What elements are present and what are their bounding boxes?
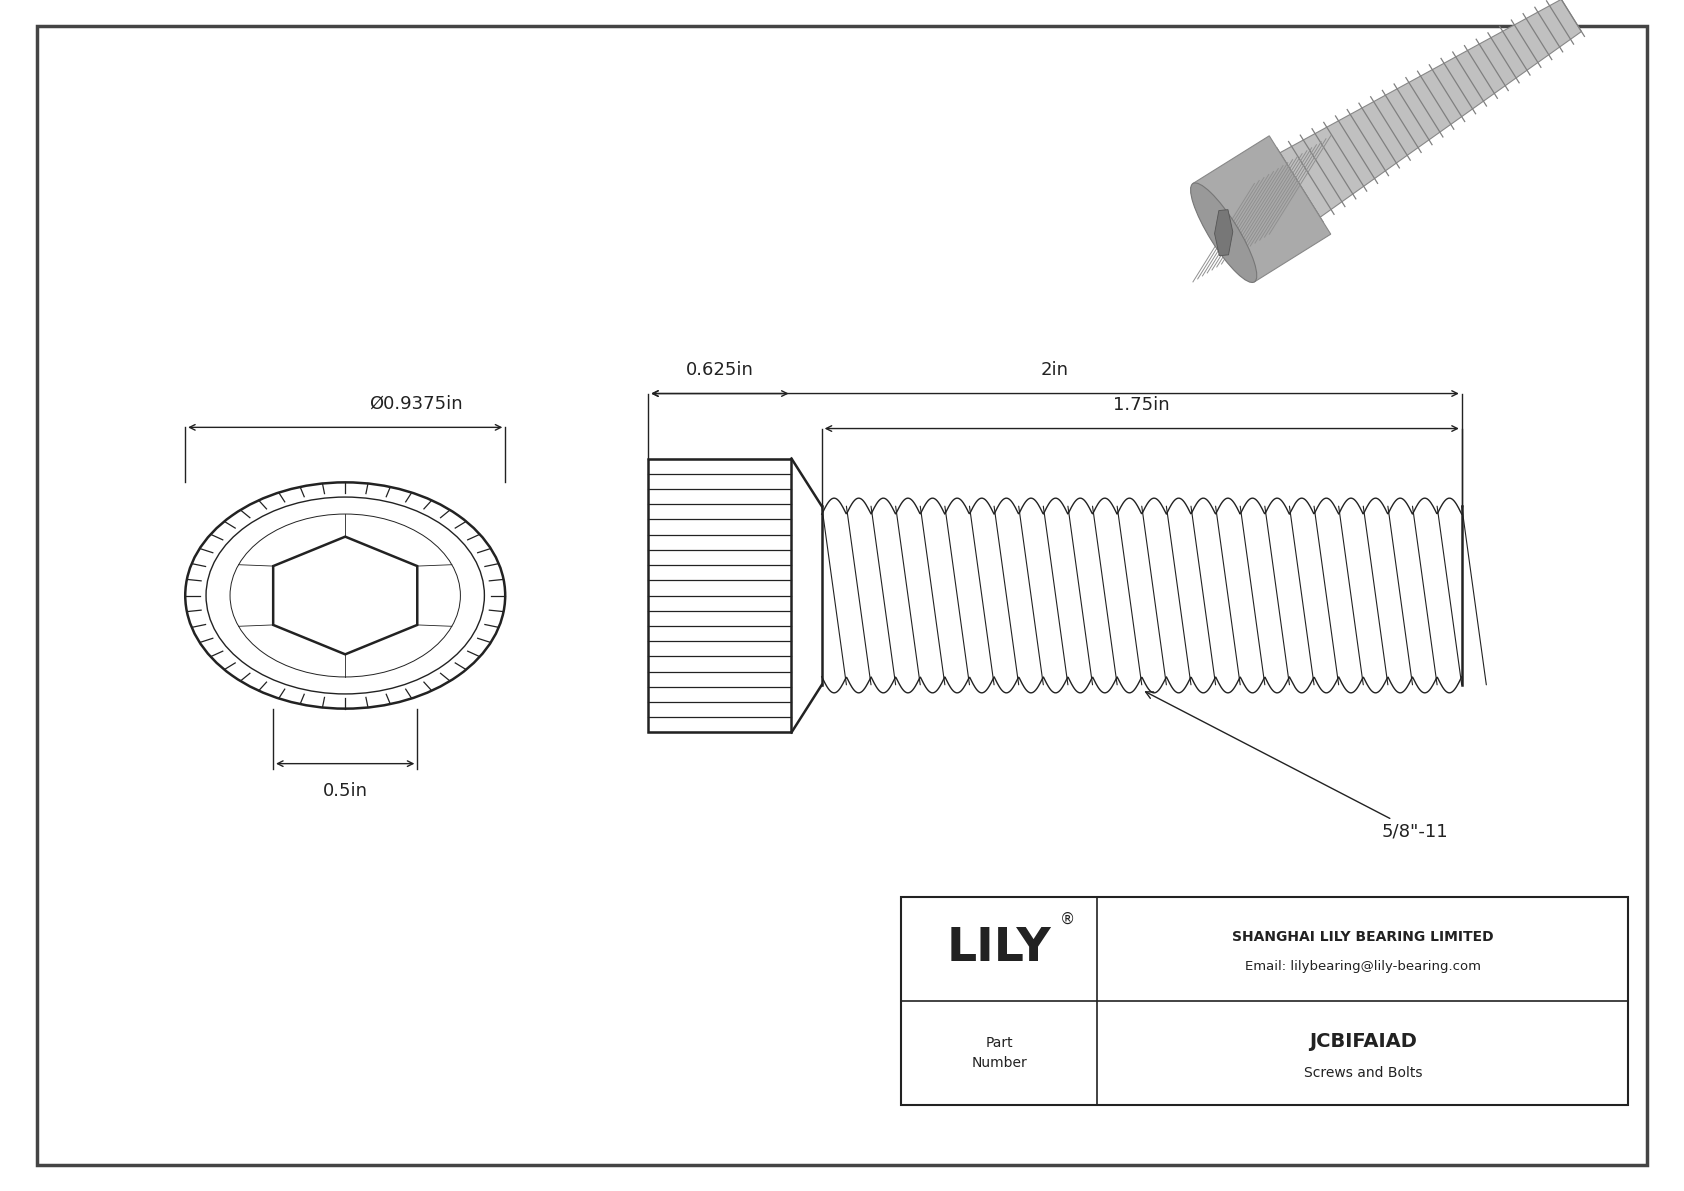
Polygon shape (1214, 210, 1233, 256)
Text: 1.75in: 1.75in (1113, 395, 1170, 413)
Text: Part
Number: Part Number (972, 1036, 1027, 1071)
Text: 5/8"-11: 5/8"-11 (1145, 692, 1448, 841)
Ellipse shape (205, 497, 485, 694)
Ellipse shape (1191, 183, 1256, 282)
Bar (648, 459, 791, 732)
Polygon shape (1192, 136, 1330, 282)
Ellipse shape (231, 515, 460, 676)
Bar (901, 897, 1628, 1105)
Polygon shape (1280, 0, 1581, 217)
Ellipse shape (185, 482, 505, 709)
Text: Screws and Bolts: Screws and Bolts (1303, 1066, 1423, 1080)
Text: JCBIFAIAD: JCBIFAIAD (1308, 1031, 1416, 1050)
Text: Ø0.9375in: Ø0.9375in (369, 394, 463, 412)
Text: LILY: LILY (946, 927, 1051, 972)
Text: ®: ® (1061, 912, 1076, 928)
Text: 2in: 2in (1041, 361, 1069, 379)
Polygon shape (273, 537, 418, 654)
Text: 0.5in: 0.5in (323, 781, 367, 799)
Text: 0.625in: 0.625in (685, 361, 754, 379)
Text: Email: lilybearing@lily-bearing.com: Email: lilybearing@lily-bearing.com (1244, 960, 1480, 973)
Text: SHANGHAI LILY BEARING LIMITED: SHANGHAI LILY BEARING LIMITED (1233, 930, 1494, 944)
